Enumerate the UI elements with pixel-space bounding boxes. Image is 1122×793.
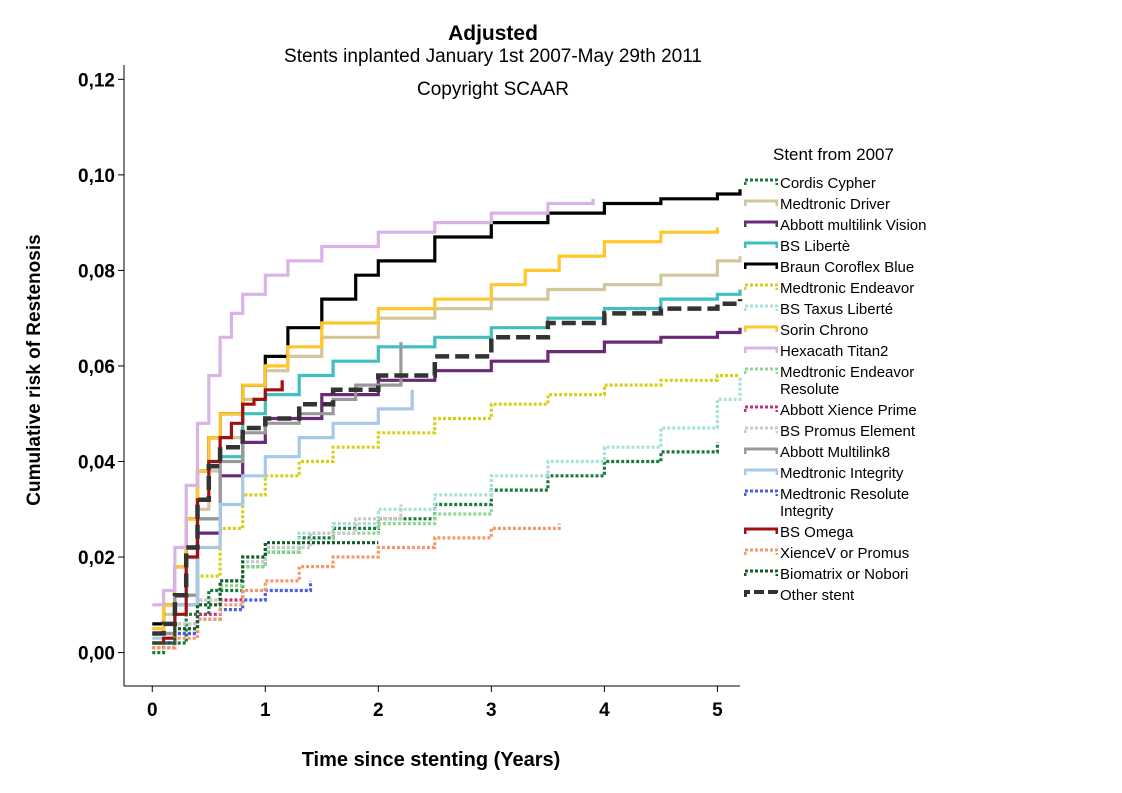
x-tick-label: 4 — [599, 700, 610, 721]
legend-label: BS Libertè — [780, 238, 851, 255]
legend-swatch — [744, 527, 778, 534]
x-tick-label: 3 — [486, 700, 497, 721]
legend-item: Medtronic Endeavor Resolute — [744, 363, 1114, 401]
series-line-hexacath-titan2 — [152, 198, 595, 607]
legend-label: BS Omega — [780, 524, 854, 541]
legend-swatch — [744, 220, 778, 227]
series-line-bs-taxus-libert — [152, 375, 742, 645]
y-tick-label: 0,04 — [78, 452, 115, 473]
legend-item: BS Promus Element — [744, 422, 1114, 443]
y-axis-label: Cumulative risk of Restenosis — [24, 234, 45, 505]
series-line-biomatrix-or-nobori — [152, 541, 379, 645]
y-tick-label: 0,02 — [78, 548, 115, 569]
legend-swatch — [744, 426, 778, 433]
legend-swatch — [744, 468, 778, 475]
legend-swatch — [744, 262, 778, 269]
legend-item: Biomatrix or Nobori — [744, 565, 1114, 586]
series-layer — [152, 189, 743, 655]
series-line-braun-coroflex-blue — [152, 189, 742, 626]
x-tick-label: 0 — [147, 700, 158, 721]
legend-swatch — [744, 569, 778, 576]
legend-title: Stent from 2007 — [773, 145, 894, 164]
legend-item: Medtronic Endeavor — [744, 279, 1114, 300]
legend-item: BS Libertè — [744, 237, 1114, 258]
y-tick-label: 0,10 — [78, 166, 115, 187]
legend-label: BS Taxus Liberté — [780, 301, 894, 318]
legend-item: Sorin Chrono — [744, 321, 1114, 342]
x-axis-label: Time since stenting (Years) — [302, 749, 561, 771]
legend-swatch — [744, 590, 778, 597]
series-line-medtronic-integrity — [152, 389, 414, 640]
legend-swatch — [744, 325, 778, 332]
legend-item: Abbott Multilink8 — [744, 443, 1114, 464]
legend-label: Abbott Xience Prime — [780, 402, 917, 419]
y-tick-label: 0,00 — [78, 644, 115, 665]
legend-swatch — [744, 489, 778, 496]
legend-label: Other stent — [780, 587, 855, 604]
x-tick-label: 2 — [373, 700, 384, 721]
legend-label: Abbott Multilink8 — [780, 444, 891, 461]
series-line-other-stent — [152, 299, 743, 636]
y-tick-label: 0,06 — [78, 357, 115, 378]
chart-subtitle: Stents inplanted January 1st 2007-May 29… — [284, 46, 702, 67]
y-tick-label: 0,08 — [78, 261, 115, 282]
legend-label: Abbott multilink Vision — [780, 217, 927, 234]
legend-swatch — [744, 367, 778, 374]
axes — [123, 65, 740, 687]
chart-title: Adjusted — [448, 22, 538, 45]
legend-swatch — [744, 346, 778, 353]
legend-item: Cordis Cypher — [744, 174, 1114, 195]
legend-label: Medtronic Resolute Integrity — [780, 486, 910, 520]
legend-label: Medtronic Integrity — [780, 465, 904, 482]
legend-label: Sorin Chrono — [780, 322, 869, 339]
legend-item: Braun Coroflex Blue — [744, 258, 1114, 279]
ticks: 0 1 2 3 4 5 0,00 0,02 0,04 0,06 0,08 0,10 0,12 — [78, 70, 723, 721]
legend-item: BS Omega — [744, 523, 1114, 544]
legend-item: Other stent — [744, 586, 1114, 607]
legend: Cordis Cypher Medtronic Driver Abbott mult… — [744, 174, 1114, 607]
legend-item: Medtronic Integrity — [744, 464, 1114, 485]
legend-item: Abbott multilink Vision — [744, 216, 1114, 237]
legend-swatch — [744, 199, 778, 206]
legend-label: Medtronic Endeavor Resolute — [780, 364, 915, 398]
y-tick-label: 0,12 — [78, 70, 115, 91]
legend-item: Hexacath Titan2 — [744, 342, 1114, 363]
copyright-annotation: Copyright SCAAR — [416, 79, 570, 100]
legend-item: XienceV or Promus — [744, 544, 1114, 565]
x-tick-label: 5 — [712, 700, 723, 721]
series-line-bs-promus-element — [152, 504, 403, 645]
legend-label: Cordis Cypher — [780, 175, 876, 192]
legend-item: Medtronic Driver — [744, 195, 1114, 216]
legend-swatch — [744, 548, 778, 555]
legend-item: BS Taxus Liberté — [744, 300, 1114, 321]
legend-label: Medtronic Endeavor — [780, 280, 915, 297]
legend-label: Braun Coroflex Blue — [780, 259, 915, 276]
series-line-abbott-multilink-vision — [152, 327, 742, 645]
legend-label: Medtronic Driver — [780, 196, 891, 213]
legend-label: Biomatrix or Nobori — [780, 566, 909, 583]
legend-swatch — [744, 241, 778, 248]
series-line-medtronic-endeavor — [152, 373, 740, 650]
legend-swatch — [744, 405, 778, 412]
legend-label: BS Promus Element — [780, 423, 916, 440]
legend-item: Medtronic Resolute Integrity — [744, 485, 1114, 523]
legend-swatch — [744, 304, 778, 311]
legend-item: Abbott Xience Prime — [744, 401, 1114, 422]
x-tick-label: 1 — [260, 700, 271, 721]
series-line-xiencev-or-promus — [152, 523, 561, 650]
legend-swatch — [744, 283, 778, 290]
legend-label: Hexacath Titan2 — [780, 343, 889, 360]
legend-label: XienceV or Promus — [780, 545, 910, 562]
legend-swatch — [744, 447, 778, 454]
legend-swatch — [744, 178, 778, 185]
